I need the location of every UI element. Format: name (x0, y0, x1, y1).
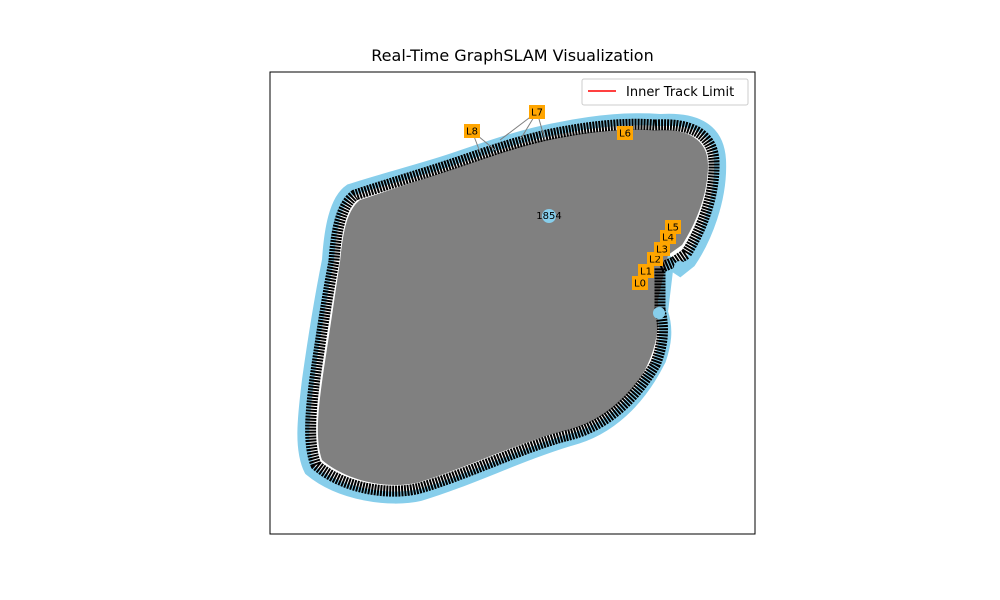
landmark-marker (665, 220, 681, 234)
pose-node (653, 307, 665, 319)
landmark-label: L4 (662, 233, 674, 244)
landmark-marker (529, 105, 545, 119)
landmark-l7: L7 (529, 105, 545, 119)
landmark-label: L2 (649, 255, 661, 266)
landmark-marker (617, 126, 633, 140)
axes-frame (269, 71, 756, 535)
landmark-marker (464, 124, 480, 138)
graph-edges-fill (317, 129, 708, 486)
landmark-label: L8 (466, 127, 478, 138)
pose-node (674, 261, 686, 273)
landmark-label: L1 (640, 267, 652, 278)
landmark-label: L5 (667, 223, 679, 234)
landmark-label: L0 (634, 279, 646, 290)
landmark-label: L6 (619, 129, 631, 140)
pose-edges-band (305, 118, 720, 497)
legend: Inner Track Limit (581, 78, 749, 106)
chart-title: Real-Time GraphSLAM Visualization (371, 46, 654, 65)
landmark-l3: L3 (654, 242, 670, 256)
legend-box (581, 78, 749, 106)
landmark-l1: L1 (638, 264, 654, 278)
landmark-marker (638, 264, 654, 278)
landmark-marker (654, 242, 670, 256)
landmark-marker (632, 276, 648, 290)
legend-label-inner-track-limit: Inner Track Limit (626, 85, 734, 100)
landmark-l8: L8 (464, 124, 480, 138)
current-pose-label: 1854 (536, 211, 561, 222)
landmark-label: L3 (656, 245, 668, 256)
landmark-label: L7 (531, 108, 543, 119)
current-pose-node (542, 209, 556, 223)
landmark-l6: L6 (617, 126, 633, 140)
landmark-l0: L0 (632, 276, 648, 290)
landmark-l5: L5 (665, 220, 681, 234)
